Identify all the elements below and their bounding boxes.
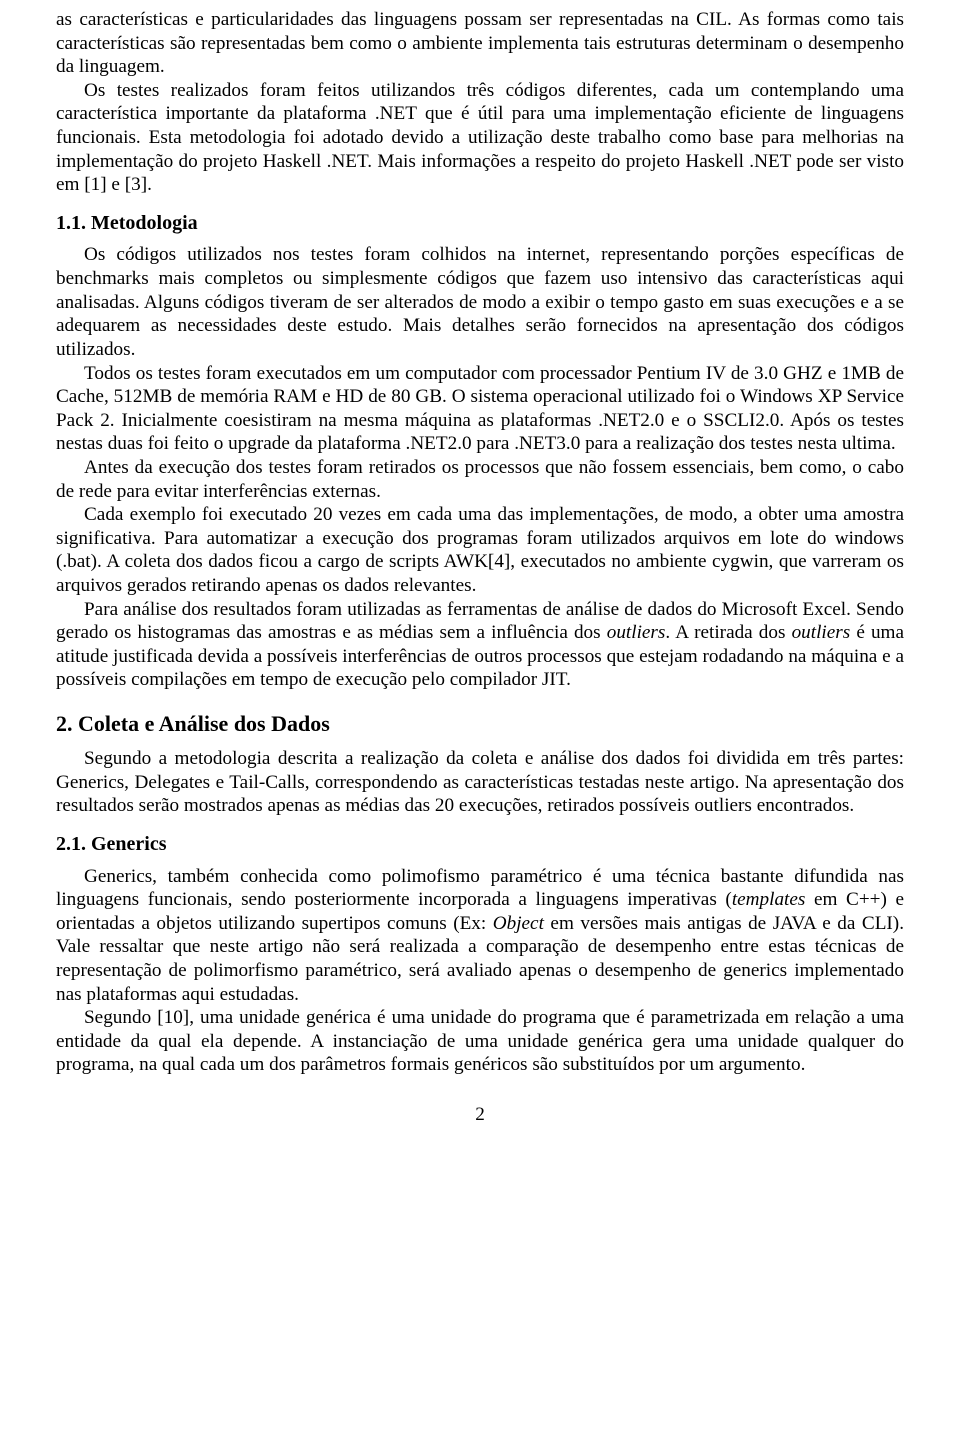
paragraph: Os testes realizados foram feitos utiliz… (56, 79, 904, 197)
italic-run: outliers (607, 622, 666, 643)
section-heading-2: 2. Coleta e Análise dos Dados (56, 710, 904, 737)
page-content: as características e particularidades da… (0, 0, 960, 1167)
section-heading-1-1: 1.1. Metodologia (56, 211, 904, 236)
paragraph: Antes da execução dos testes foram retir… (56, 456, 904, 503)
paragraph: Segundo a metodologia descrita a realiza… (56, 747, 904, 818)
paragraph: Os códigos utilizados nos testes foram c… (56, 243, 904, 361)
paragraph: Generics, também conhecida como polimofi… (56, 865, 904, 1007)
paragraph: Para análise dos resultados foram utiliz… (56, 598, 904, 692)
paragraph: as características e particularidades da… (56, 8, 904, 79)
section-heading-2-1: 2.1. Generics (56, 832, 904, 857)
paragraph: Cada exemplo foi executado 20 vezes em c… (56, 503, 904, 597)
paragraph: Todos os testes foram executados em um c… (56, 362, 904, 456)
text-run: . A retirada dos (665, 622, 791, 643)
italic-run: Object (493, 913, 544, 934)
paragraph: Segundo [10], uma unidade genérica é uma… (56, 1006, 904, 1077)
italic-run: outliers (792, 622, 851, 643)
page-number: 2 (56, 1103, 904, 1127)
italic-run: templates (732, 889, 806, 910)
